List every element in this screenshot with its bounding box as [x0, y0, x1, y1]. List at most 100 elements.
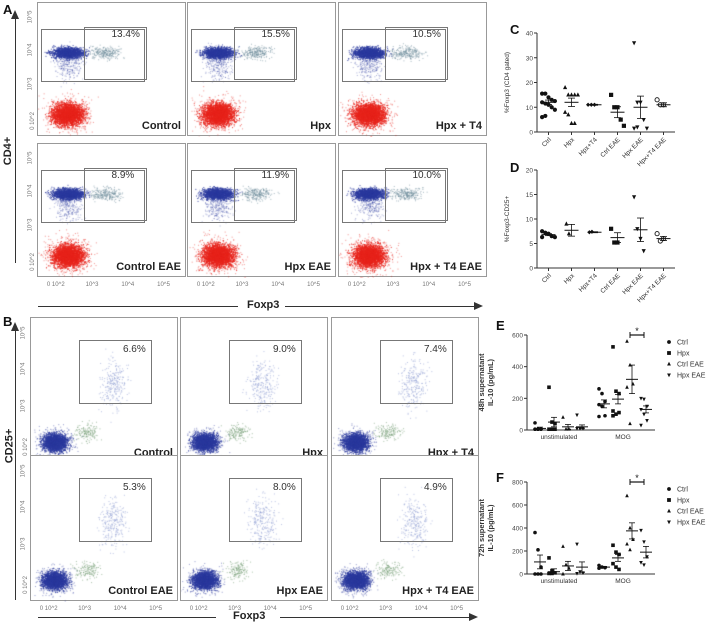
x-group-label: unstimulated [541, 578, 578, 585]
flow-scatter-dots [188, 3, 337, 137]
y-tick-label: 0 [519, 572, 523, 579]
y-tick-label: 0 [519, 428, 523, 435]
panel-letter-c: C [510, 22, 520, 37]
flow-plot-b-hpx-t4-eae: 4.9% Hpx + T4 EAE [331, 455, 480, 602]
flow-scatter-dots [181, 456, 329, 602]
flow-plot-b-hpx-t4: 7.4% Hpx + T4 [331, 317, 480, 464]
data-point [547, 385, 551, 390]
data-point [603, 413, 607, 418]
data-point [569, 120, 574, 126]
data-point [563, 109, 568, 114]
data-point [632, 195, 637, 200]
x-tick-label: 10^5 [450, 606, 464, 612]
x-tick-label: Ctrl EAE [599, 272, 622, 295]
data-point [597, 387, 601, 391]
data-point [617, 567, 621, 572]
y-tick-label: 20 [526, 168, 534, 175]
data-point [611, 409, 615, 413]
y-tick-label: 400 [512, 364, 523, 371]
flow-plot-b-hpx: 9.0% Hpx [180, 317, 329, 464]
gate-percentage: 11.9% [261, 170, 290, 182]
x-tick-label: 0 10^2 [340, 606, 359, 612]
arrow-right-icon [469, 613, 478, 621]
flow-plot-b-control-eae: 5.3% Control EAE 0 10^2 10^3 10^4 10^5 [20, 455, 179, 602]
flow-scatter-dots [332, 456, 480, 602]
x-tick-label: Hpx [563, 272, 577, 286]
data-point [561, 544, 565, 548]
y-axis-title: %Foxp3-CD25+ [504, 196, 511, 243]
data-point [566, 231, 572, 236]
data-point [625, 493, 629, 498]
y-tick-label: 15 [526, 192, 534, 199]
data-point [609, 226, 614, 231]
data-point [564, 562, 568, 567]
flow-plot-label: Control EAE [116, 261, 181, 273]
data-point [546, 95, 551, 100]
x-tick-label: 0 10^2 [189, 606, 208, 612]
data-point [533, 572, 537, 576]
flow-scatter-dots [38, 3, 187, 137]
data-point [645, 419, 649, 423]
x-tick-label: 0 10^2 [347, 282, 366, 288]
foxp3-gate [384, 167, 448, 221]
panel-letter-b: B [3, 314, 13, 329]
legend-label: Hpx [677, 351, 690, 358]
data-point [552, 235, 558, 240]
y-tick-label: 10 [526, 105, 534, 112]
legend-label: Hpx EAE [677, 373, 706, 380]
y-tick-label: 30 [526, 55, 534, 62]
data-point [612, 105, 617, 110]
data-point [654, 97, 660, 103]
flow-plot-label: Hpx EAE [276, 585, 323, 597]
data-point [533, 530, 537, 535]
y-tick-label: 600 [512, 333, 523, 340]
data-point [540, 229, 545, 234]
data-point [635, 100, 640, 105]
legend-marker [667, 498, 671, 502]
data-point [611, 543, 615, 548]
panel-letter-d: D [510, 160, 520, 175]
data-point [575, 92, 580, 97]
x-tick-label: 10^3 [85, 282, 99, 288]
cd25-foxp3-gate [380, 477, 454, 543]
flow-plot-a-hpx-eae: 11.9% Hpx EAE [187, 143, 337, 278]
x-tick-label: 10^4 [121, 282, 135, 288]
gate-percentage: 8.9% [111, 170, 135, 182]
data-point [611, 561, 615, 566]
x-tick-label: Ctrl EAE [599, 136, 622, 159]
legend-label: Hpx [677, 498, 690, 505]
legend-marker [667, 351, 671, 355]
flow-plot-label: Hpx EAE [284, 261, 331, 273]
flow-a-x-label: Foxp3 [247, 299, 280, 311]
x-tick-label: 10^3 [386, 282, 400, 288]
x-tick-label: 10^5 [299, 606, 313, 612]
legend-marker [667, 520, 671, 525]
x-tick-label: 0 10^2 [46, 282, 65, 288]
legend-label: Ctrl EAE [677, 509, 704, 516]
flow-plot-label: Hpx + T4 EAE [402, 585, 474, 597]
x-tick-label: Hpx+T4 [578, 136, 599, 157]
cd4-gate [190, 29, 296, 83]
data-point [642, 540, 646, 544]
flow-b-x-label: Foxp3 [233, 610, 266, 622]
x-tick-label: 0 10^2 [39, 606, 58, 612]
flow-plot-a-hpx-t4: 10.5% Hpx + T4 [338, 2, 488, 137]
legend-marker [667, 373, 671, 378]
data-point [614, 565, 618, 569]
foxp3-gate [384, 26, 448, 80]
foxp3-gate [233, 167, 297, 221]
y-axis-title: 72h supernatant [477, 499, 486, 557]
x-tick-label: 10^3 [379, 606, 393, 612]
data-point [597, 563, 601, 568]
y-tick-label: 0 [529, 130, 533, 137]
flow-plot-a-control-eae: 8.9% Control EAE 0 10^2 10^3 10^4 10^5 [27, 143, 187, 278]
data-point [632, 126, 637, 131]
data-point [561, 571, 565, 576]
cd4-axis-arrow [15, 18, 16, 263]
data-point [575, 413, 579, 418]
y-axis-title: %Foxp3 (CD4 gated) [504, 52, 511, 113]
flow-plot-label: Hpx [310, 120, 331, 132]
data-point [611, 413, 615, 418]
data-point [635, 125, 640, 130]
